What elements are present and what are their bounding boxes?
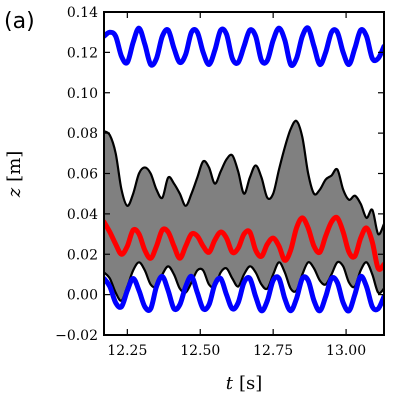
x-axis-label: t [s] <box>226 373 263 394</box>
y-tick-label: 0.02 <box>67 247 98 263</box>
x-tick-label: 12.25 <box>107 343 147 359</box>
band-upper-envelope <box>104 119 384 236</box>
plot-area <box>104 25 384 314</box>
axis-tick-labels: 12.25 12.50 12.75 13.00 −0.02 0.00 0.02 0.04 0.0… <box>55 5 366 359</box>
x-tick-label: 12.75 <box>253 343 293 359</box>
y-tick-label: −0.02 <box>55 328 98 344</box>
panel-label: (a) <box>4 9 35 34</box>
y-tick-label: 0.00 <box>67 288 98 304</box>
y-tick-label: 0.14 <box>67 5 98 21</box>
x-tick-label: 13.00 <box>326 343 366 359</box>
band-lower-envelope <box>104 260 384 302</box>
plot-frame <box>103 11 385 336</box>
lower-oscillation-series <box>104 273 384 314</box>
y-axis-unit: [m] <box>4 151 25 182</box>
y-tick-label: 0.10 <box>67 86 98 102</box>
x-axis-variable: t <box>226 373 234 394</box>
y-axis-variable: z <box>4 187 25 198</box>
y-tick-label: 0.08 <box>67 126 98 142</box>
x-axis-unit: [s] <box>239 373 262 394</box>
mean-series <box>104 214 384 272</box>
y-axis-label: z [m] <box>4 151 25 199</box>
x-tick-label: 12.50 <box>180 343 220 359</box>
y-tick-label: 0.06 <box>67 167 98 183</box>
upper-oscillation-series <box>104 25 384 68</box>
y-tick-label: 0.04 <box>67 207 98 223</box>
y-tick-label: 0.12 <box>67 45 98 61</box>
spread-band <box>104 120 384 301</box>
